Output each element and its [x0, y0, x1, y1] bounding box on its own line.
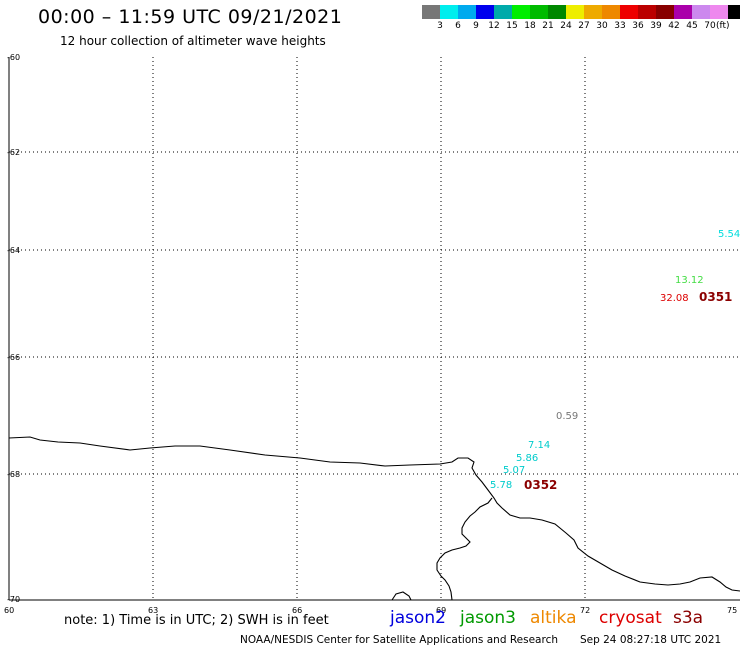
- generated-timestamp: Sep 24 08:27:18 UTC 2021: [580, 634, 722, 646]
- scale-labels: 3 6 9 12 15 18 21 24 27 30 33 36 39 42 4…: [422, 21, 740, 33]
- lat-label: -60: [7, 53, 20, 62]
- scale-swatch: [494, 5, 512, 19]
- scale-swatch: [422, 5, 440, 19]
- graticule: [9, 57, 740, 600]
- island-outline: [391, 591, 412, 601]
- satellite-legend-cryosat: cryosat: [599, 608, 662, 628]
- lon-label: 63: [148, 606, 158, 615]
- lon-label: 75: [727, 606, 737, 615]
- lat-label: -64: [7, 246, 20, 255]
- scale-label: 9: [473, 21, 479, 31]
- scale-swatch: [638, 5, 656, 19]
- antarctic-coastline: [8, 436, 740, 592]
- swh-observation: 5.54: [718, 229, 740, 240]
- lon-label: 60: [4, 606, 14, 615]
- scale-label: 30: [596, 21, 608, 31]
- lon-label: 66: [292, 606, 302, 615]
- pass-time-label: 0352: [524, 478, 557, 492]
- units-note: note: 1) Time is in UTC; 2) SWH is in fe…: [64, 613, 329, 628]
- scale-swatch: [620, 5, 638, 19]
- scale-label: 15: [506, 21, 518, 31]
- scale-label: 21: [542, 21, 554, 31]
- swh-observation: 13.12: [675, 275, 704, 286]
- scale-swatch: [710, 5, 728, 19]
- satellite-legend-jason2: jason2: [390, 608, 446, 628]
- scale-swatch: [656, 5, 674, 19]
- swh-observation: 7.14: [528, 440, 550, 451]
- scale-label: 42: [668, 21, 680, 31]
- swh-observation: 5.07: [503, 465, 525, 476]
- swh-observation: 5.86: [516, 453, 538, 464]
- scale-label: 24: [560, 21, 572, 31]
- lat-label: -70: [7, 595, 20, 604]
- scale-swatch: [674, 5, 692, 19]
- scale-label: 33: [614, 21, 626, 31]
- scale-swatch: [548, 5, 566, 19]
- swh-observation: 0.59: [556, 411, 578, 422]
- ice-shelf-outline: [436, 497, 493, 601]
- pass-time-label: 0351: [699, 290, 732, 304]
- lat-label: -62: [7, 148, 20, 157]
- scale-swatch: [512, 5, 530, 19]
- page-title: 00:00 – 11:59 UTC 09/21/2021: [38, 6, 343, 28]
- scale-label: 36: [632, 21, 644, 31]
- scale-label: 70: [704, 21, 716, 31]
- scale-swatch: [692, 5, 710, 19]
- page-subtitle: 12 hour collection of altimeter wave hei…: [60, 34, 326, 48]
- swh-observation: 5.78: [490, 480, 512, 491]
- scale-unit: (ft): [716, 21, 730, 31]
- scale-swatch: [728, 5, 740, 19]
- satellite-legend-altika: altika: [530, 608, 577, 628]
- color-scale: [422, 5, 740, 19]
- lat-label: -66: [7, 353, 20, 362]
- scale-label: 27: [578, 21, 590, 31]
- scale-swatch: [440, 5, 458, 19]
- swh-observation: 32.08: [660, 293, 689, 304]
- satellite-legend-s3a: s3a: [673, 608, 704, 628]
- scale-swatch: [458, 5, 476, 19]
- scale-label: 3: [437, 21, 443, 31]
- lat-label: -68: [7, 470, 20, 479]
- scale-label: 18: [524, 21, 536, 31]
- scale-label: 45: [686, 21, 698, 31]
- scale-label: 12: [488, 21, 500, 31]
- scale-swatch: [530, 5, 548, 19]
- scale-label: 39: [650, 21, 662, 31]
- lon-label: 69: [436, 606, 446, 615]
- lon-label: 72: [580, 606, 590, 615]
- scale-swatch: [476, 5, 494, 19]
- credit-line: NOAA/NESDIS Center for Satellite Applica…: [240, 634, 558, 646]
- scale-swatch: [602, 5, 620, 19]
- scale-label: 6: [455, 21, 461, 31]
- scale-swatch: [566, 5, 584, 19]
- scale-swatch: [584, 5, 602, 19]
- satellite-legend-jason3: jason3: [460, 608, 516, 628]
